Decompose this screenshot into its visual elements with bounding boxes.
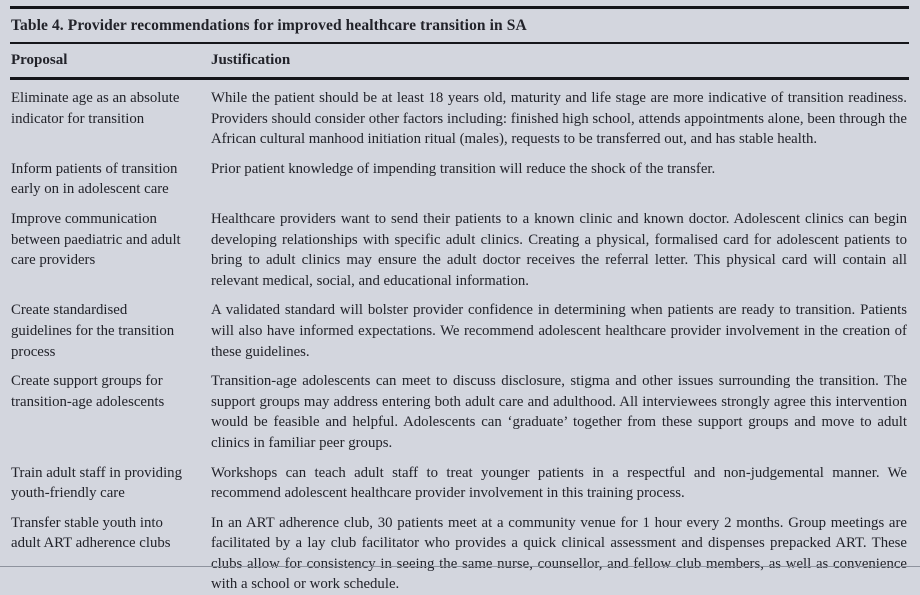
table-body: Eliminate age as an absolute indicator f… [10, 80, 909, 595]
top-rule-divider [10, 6, 909, 9]
justification-cell: In an ART adherence club, 30 patients me… [211, 514, 907, 593]
proposal-cell: Create support groups for transition-age… [11, 373, 165, 410]
table-row: Inform patients of transition early on i… [10, 159, 909, 200]
proposal-cell: Inform patients of transition early on i… [11, 160, 178, 198]
table-row: Train adult staff in providing youth-fri… [10, 463, 909, 504]
justification-cell: Workshops can teach adult staff to treat… [211, 464, 907, 502]
justification-cell: A validated standard will bolster provid… [211, 302, 907, 360]
proposal-cell: Improve communication between paediatric… [11, 210, 181, 269]
proposal-cell: Eliminate age as an absolute indicator f… [11, 90, 180, 127]
header-rule-divider [10, 77, 909, 80]
table-row: Eliminate age as an absolute indicator f… [10, 88, 909, 150]
paper-table-page: Table 4. Provider recommendations for im… [0, 6, 920, 592]
justification-cell: Healthcare providers want to send their … [211, 210, 907, 289]
table-row: Transfer stable youth into adult ART adh… [10, 513, 909, 595]
table-row: Create support groups for transition-age… [10, 371, 909, 453]
justification-cell: Transition-age adolescents can meet to d… [211, 373, 907, 451]
title-rule-divider [10, 42, 909, 44]
bottom-rule-divider [0, 566, 920, 567]
justification-cell: Prior patient knowledge of impending tra… [211, 160, 716, 177]
justification-cell: While the patient should be at least 18 … [211, 90, 907, 148]
column-header-justification: Justification [211, 52, 291, 68]
column-header-proposal: Proposal [11, 52, 68, 68]
proposal-cell: Transfer stable youth into adult ART adh… [11, 514, 171, 552]
table-row: Improve communication between paediatric… [10, 209, 909, 291]
proposal-cell: Create standardised guidelines for the t… [11, 302, 175, 360]
proposal-cell: Train adult staff in providing youth-fri… [11, 464, 182, 502]
table-title: Table 4. Provider recommendations for im… [11, 17, 527, 34]
table-row: Create standardised guidelines for the t… [10, 300, 909, 362]
table-header-row: Proposal Justification [10, 44, 909, 77]
